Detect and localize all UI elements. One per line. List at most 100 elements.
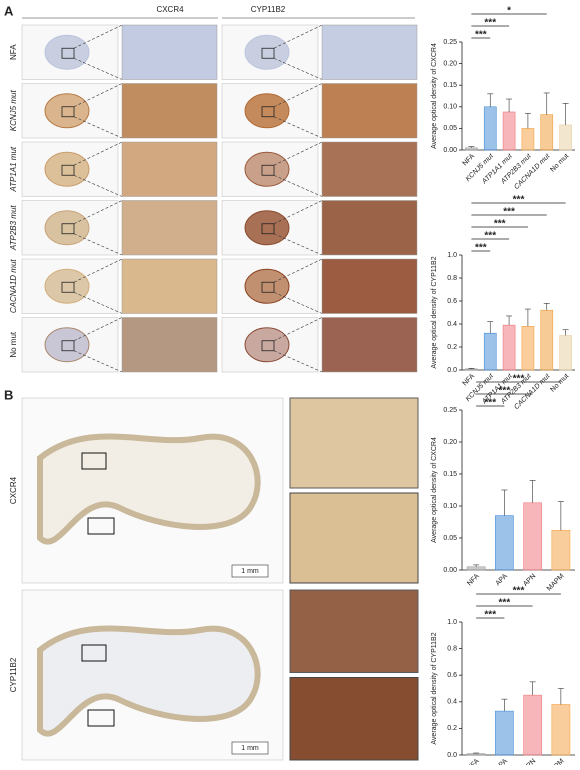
- zoom-line: [73, 57, 123, 80]
- column-header: CYP11B2: [251, 5, 286, 14]
- significance-label: *: [507, 6, 511, 17]
- zoom-line: [73, 291, 123, 314]
- significance-label: ***: [499, 386, 511, 397]
- y-tick-label: 0.25: [443, 407, 457, 414]
- y-tick-label: 1.0: [447, 252, 457, 259]
- bar: [559, 335, 572, 371]
- zoom-image: [121, 24, 218, 80]
- y-axis-label: Average optical density of CYP11B2: [431, 632, 438, 744]
- y-tick-label: 0.2: [447, 725, 457, 732]
- row-label: CACNA1D mut: [9, 259, 18, 314]
- inset-box: [261, 164, 275, 176]
- y-tick-label: 0.15: [443, 471, 457, 478]
- row-label: No mut: [9, 331, 18, 358]
- x-tick-label: NFA: [466, 573, 481, 588]
- tissue: [244, 210, 290, 246]
- x-tick-label: No mut: [549, 153, 570, 174]
- inset-box: [81, 452, 107, 470]
- x-tick-label: APA: [495, 573, 510, 588]
- bar: [540, 309, 554, 371]
- significance-label: ***: [484, 231, 496, 242]
- bar: [466, 566, 486, 571]
- y-tick-label: 0.15: [443, 82, 457, 89]
- y-tick-label: 0.0: [447, 367, 457, 374]
- bar: [523, 694, 542, 756]
- zoom-line: [73, 350, 123, 373]
- bar: [502, 324, 516, 371]
- zoom-line: [73, 174, 123, 197]
- tissue: [44, 268, 90, 304]
- zoom-line: [273, 116, 323, 139]
- zoom-image: [121, 258, 218, 314]
- y-tick-label: 1.0: [447, 619, 457, 626]
- significance-label: ***: [503, 207, 515, 218]
- scale-box: [231, 741, 269, 755]
- zoom-line: [73, 200, 123, 225]
- bar: [521, 325, 535, 371]
- zoom-line: [273, 317, 323, 342]
- panel-label: A: [4, 3, 14, 18]
- bar: [521, 128, 535, 151]
- tissue: [244, 151, 290, 187]
- bar: [559, 124, 572, 151]
- zoom-image: [289, 397, 419, 489]
- tissue: [244, 327, 290, 363]
- zoom-line: [273, 174, 323, 197]
- zoom-image: [321, 200, 418, 256]
- x-tick-label: NFA: [462, 153, 477, 168]
- bar: [466, 753, 486, 756]
- slide: [21, 397, 284, 584]
- zoom-line: [73, 83, 123, 108]
- bar: [495, 710, 514, 756]
- zoom-image: [121, 200, 218, 256]
- inset-box: [261, 106, 275, 118]
- zoom-line: [73, 258, 123, 283]
- bar: [523, 502, 542, 571]
- row-label: CYP11B2: [9, 657, 18, 692]
- inset-box: [87, 517, 115, 535]
- inset-box: [261, 340, 275, 352]
- zoom-line: [273, 233, 323, 256]
- y-tick-label: 0.0: [447, 752, 457, 759]
- inset-box: [261, 47, 275, 59]
- zoom-line: [73, 24, 123, 49]
- significance-label: ***: [484, 610, 496, 621]
- y-tick-label: 0.05: [443, 125, 457, 132]
- inset-box: [261, 281, 275, 293]
- zoom-line: [273, 83, 323, 108]
- inset-box: [61, 106, 75, 118]
- significance-label: ***: [484, 18, 496, 29]
- zoom-line: [273, 200, 323, 225]
- y-tick-label: 0.20: [443, 439, 457, 446]
- panel-label: B: [4, 387, 13, 402]
- x-tick-label: APA: [495, 758, 510, 765]
- tissue: [44, 327, 90, 363]
- inset-box: [61, 223, 75, 235]
- zoom-line: [73, 317, 123, 342]
- row-label: ATP1A1 mut: [9, 146, 18, 193]
- tissue: [244, 34, 290, 70]
- tissue: [244, 93, 290, 129]
- significance-label: ***: [499, 598, 511, 609]
- x-tick-label: CACNA1D mut: [513, 152, 552, 191]
- slide: [21, 589, 284, 761]
- significance-label: ***: [513, 586, 525, 597]
- x-tick-label: NFA: [462, 373, 477, 388]
- zoom-line: [273, 350, 323, 373]
- y-tick-label: 0.25: [443, 39, 457, 46]
- tissue: [44, 210, 90, 246]
- y-tick-label: 0.8: [447, 275, 457, 282]
- y-axis-label: Average optical density of CXCR4: [431, 437, 438, 543]
- zoom-image: [321, 258, 418, 314]
- x-tick-label: NFA: [466, 758, 481, 765]
- significance-label: ***: [484, 398, 496, 409]
- tissue: [44, 93, 90, 129]
- y-axis-label: Average optical density of CXCR4: [431, 43, 438, 149]
- row-label: KCNJ5 mut: [9, 90, 18, 132]
- y-tick-label: 0.05: [443, 535, 457, 542]
- y-tick-label: 0.4: [447, 699, 457, 706]
- tissue: [37, 433, 261, 545]
- significance-label: ***: [513, 374, 525, 385]
- zoom-image: [321, 24, 418, 80]
